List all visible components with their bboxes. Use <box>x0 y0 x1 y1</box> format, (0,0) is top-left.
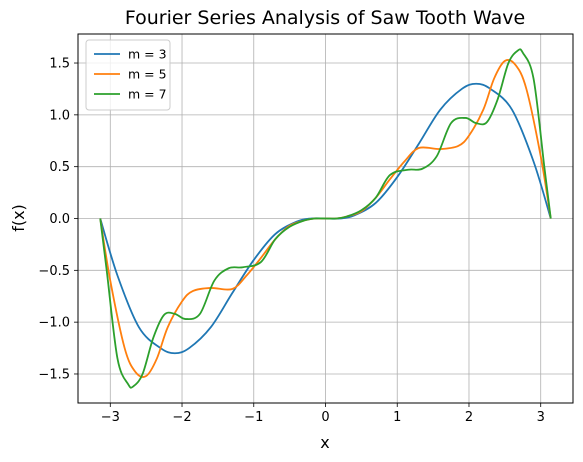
legend-label: m = 3 <box>128 47 167 62</box>
chart-title: Fourier Series Analysis of Saw Tooth Wav… <box>125 7 525 29</box>
y-axis-label: f(x) <box>9 204 28 232</box>
x-tick-label: −3 <box>101 410 120 425</box>
y-tick-label: −1.5 <box>38 367 70 382</box>
x-axis-label: x <box>320 433 329 452</box>
x-tick-label: −2 <box>172 410 191 425</box>
x-tick-label: 3 <box>537 410 545 425</box>
x-tick-label: 0 <box>321 410 329 425</box>
legend-label: m = 7 <box>128 87 167 102</box>
y-tick-label: 1.0 <box>49 108 70 123</box>
y-tick-label: −0.5 <box>38 264 70 279</box>
x-tick-label: 1 <box>393 410 401 425</box>
y-tick-label: 0.0 <box>49 212 70 227</box>
x-tick-label: −1 <box>244 410 263 425</box>
y-tick-label: 0.5 <box>49 160 70 175</box>
y-tick-label: −1.0 <box>38 316 70 331</box>
x-tick-label: 2 <box>465 410 473 425</box>
legend: m = 3 m = 5 m = 7 <box>86 40 170 110</box>
legend-label: m = 5 <box>128 67 167 82</box>
y-tick-label: 1.5 <box>49 57 70 72</box>
